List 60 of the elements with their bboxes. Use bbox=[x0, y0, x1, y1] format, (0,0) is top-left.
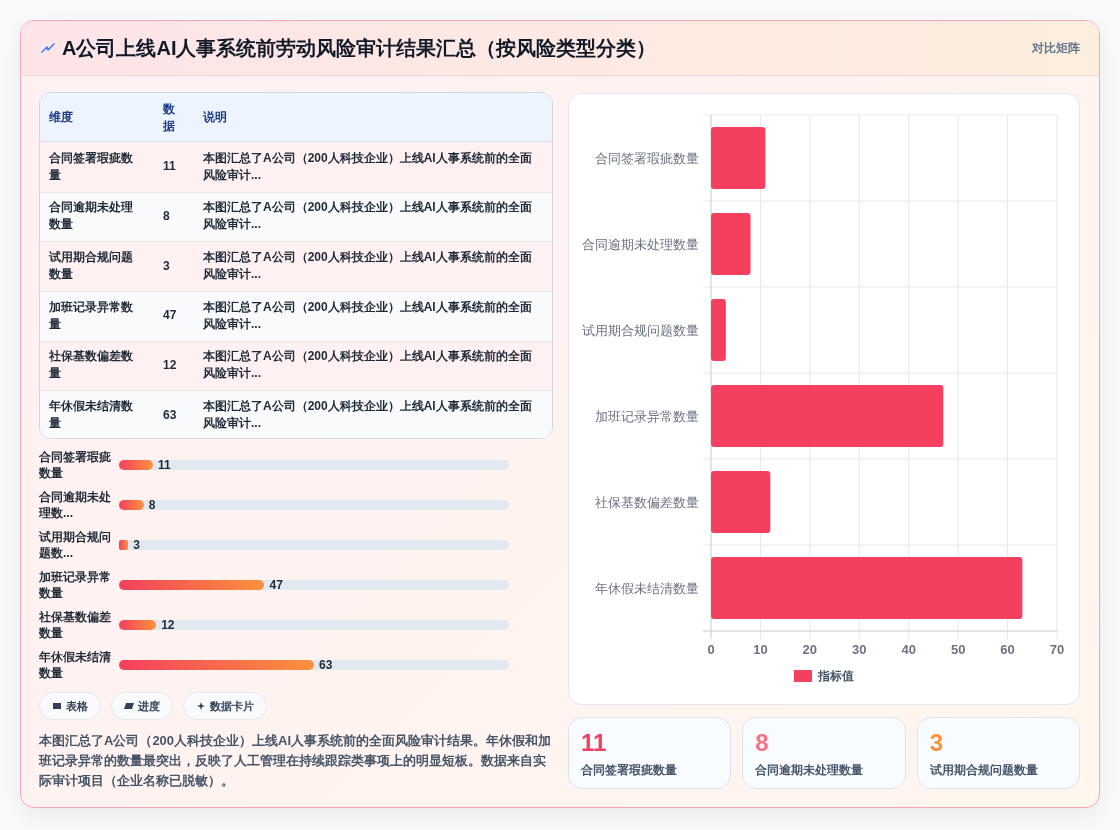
progress-value: 3 bbox=[133, 538, 140, 552]
table-header: 维度 bbox=[49, 109, 73, 126]
table-value: 11 bbox=[163, 158, 176, 176]
category-label: 合同签署瑕疵数量 bbox=[595, 150, 699, 166]
subtitle: 对比矩阵 bbox=[1032, 41, 1080, 55]
table-value: 8 bbox=[163, 208, 170, 225]
progress-value: 8 bbox=[148, 498, 156, 512]
table-note: 本图汇总了A公司（200人科技企业）上线AI人事系统前的全面风险审计... bbox=[203, 199, 533, 234]
table-note: 本图汇总了A公司（200人科技企业）上线AI人事系统前的全面风险审计... bbox=[203, 149, 533, 184]
table-category: 加班记录异常数量 bbox=[49, 298, 134, 333]
tick-label: 60 bbox=[1000, 641, 1015, 657]
table-value: 63 bbox=[163, 406, 177, 424]
progress-value: 11 bbox=[158, 458, 171, 472]
table-category: 年休假未结清数量 bbox=[49, 398, 134, 433]
table-note: 本图汇总了A公司（200人科技企业）上线AI人事系统前的全面风险审计... bbox=[203, 398, 533, 433]
tick-label: 70 bbox=[1049, 641, 1065, 657]
table-header: 数据 bbox=[163, 100, 176, 135]
table-category: 社保基数偏差数量 bbox=[49, 348, 134, 383]
button-label: 进度 bbox=[138, 699, 160, 713]
table-category: 试用期合规问题数量 bbox=[49, 249, 134, 284]
category-label: 加班记录异常数量 bbox=[595, 408, 699, 424]
tick-label: 50 bbox=[950, 641, 966, 657]
progress-label: 年休假未结清数量 bbox=[39, 649, 112, 681]
tick-label: 30 bbox=[852, 641, 867, 657]
progress-value: 63 bbox=[319, 658, 333, 672]
progress-label: 合同签署瑕疵数量 bbox=[39, 449, 112, 481]
table-value: 12 bbox=[163, 357, 177, 374]
legend-label: 指标值 bbox=[818, 669, 854, 683]
card-label: 合同逾期未处理数量 bbox=[755, 763, 864, 777]
tick-label: 40 bbox=[901, 641, 916, 657]
card-value: 8 bbox=[755, 729, 769, 756]
table-category: 合同签署瑕疵数量 bbox=[49, 149, 134, 184]
tick-label: 10 bbox=[753, 641, 768, 657]
category-label: 年休假未结清数量 bbox=[595, 580, 699, 596]
title: A公司上线AI人事系统前劳动风险审计结果汇总（按风险类型分类） bbox=[62, 37, 657, 59]
progress-label: 试用期合规问题数... bbox=[39, 529, 112, 561]
tick-label: 20 bbox=[802, 641, 818, 657]
table-value: 3 bbox=[163, 257, 170, 275]
category-label: 合同逾期未处理数量 bbox=[582, 236, 699, 252]
table-category: 合同逾期未处理数量 bbox=[49, 199, 134, 234]
card-value: 3 bbox=[929, 729, 943, 756]
card-label: 合同签署瑕疵数量 bbox=[581, 763, 677, 777]
tick-label: 0 bbox=[707, 641, 715, 657]
note: 本图汇总了A公司（200人科技企业）上线AI人事系统前的全面风险审计结果。年休假和加班记录异常的数量最突出，反映了人工管理在持续跟踪类事项上的明显短板。数据来自实际审计项目（企业名称已脱敏）。 bbox=[39, 733, 552, 788]
category-label: 社保基数偏差数量 bbox=[595, 494, 699, 510]
card-label: 试用期合规问题数量 bbox=[929, 763, 1038, 777]
table-note: 本图汇总了A公司（200人科技企业）上线AI人事系统前的全面风险审计... bbox=[203, 298, 533, 333]
button-label: 表格 bbox=[66, 699, 88, 713]
card-value: 11 bbox=[581, 729, 607, 756]
table-value: 47 bbox=[163, 307, 177, 325]
button-label: 数据卡片 bbox=[210, 699, 254, 713]
table-note: 本图汇总了A公司（200人科技企业）上线AI人事系统前的全面风险审计... bbox=[203, 249, 533, 284]
progress-label: 加班记录异常数量 bbox=[39, 569, 112, 601]
category-label: 试用期合规问题数量 bbox=[582, 322, 699, 338]
progress-value: 47 bbox=[269, 578, 283, 592]
progress-value: 12 bbox=[161, 618, 175, 632]
progress-label: 合同逾期未处理数... bbox=[39, 489, 112, 521]
progress-label: 社保基数偏差数量 bbox=[39, 609, 112, 641]
table-header: 说明 bbox=[203, 109, 227, 126]
table-note: 本图汇总了A公司（200人科技企业）上线AI人事系统前的全面风险审计... bbox=[203, 348, 533, 383]
